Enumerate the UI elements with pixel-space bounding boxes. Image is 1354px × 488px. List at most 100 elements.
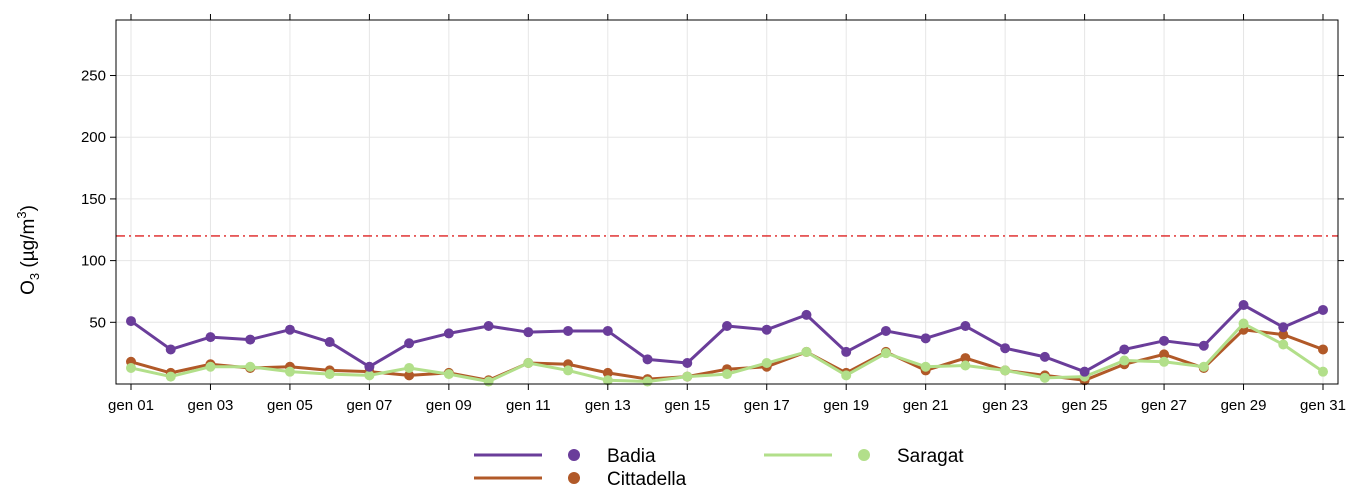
y-tick-label: 200: [81, 129, 106, 146]
data-point-saragat: [682, 371, 693, 382]
data-point-badia: [284, 324, 295, 335]
legend-item-badia: Badia: [474, 446, 656, 467]
legend: Badia Cittadella Saragat: [474, 446, 964, 488]
data-point-badia: [1079, 366, 1090, 377]
data-point-saragat: [722, 369, 732, 380]
y-tick-label: 50: [89, 314, 106, 331]
y-tick-label: 250: [81, 68, 106, 85]
plot-frame: [115, 19, 1339, 385]
data-point-badia: [324, 337, 335, 348]
x-tick-label: gen 21: [903, 397, 949, 414]
data-point-saragat: [483, 376, 494, 387]
x-tick-label: gen 13: [585, 397, 631, 414]
data-point-saragat: [920, 361, 931, 372]
legend-item-cittadella: Cittadella: [474, 469, 687, 488]
x-tick-label: gen 09: [426, 397, 472, 414]
data-point-badia: [364, 361, 375, 372]
data-point-saragat: [642, 376, 653, 387]
data-point-badia: [165, 344, 176, 355]
data-point-saragat: [602, 375, 613, 386]
data-point-saragat: [404, 362, 415, 373]
data-point-badia: [1278, 322, 1289, 333]
x-tick-label: gen 29: [1221, 397, 1267, 414]
data-point-badia: [126, 316, 136, 327]
data-point-saragat: [1119, 355, 1130, 366]
data-point-badia: [483, 321, 494, 332]
data-point-badia: [404, 338, 415, 349]
data-point-badia: [841, 346, 852, 357]
data-point-badia: [602, 325, 613, 336]
data-point-saragat: [801, 346, 812, 357]
data-point-badia: [205, 332, 216, 343]
x-tick-label: gen 11: [506, 397, 551, 414]
x-tick-label: gen 23: [982, 397, 1028, 414]
data-point-badia: [801, 309, 812, 320]
data-point-saragat: [880, 348, 891, 359]
data-point-cittadella: [960, 353, 971, 364]
data-point-saragat: [1198, 361, 1209, 372]
data-point-saragat: [563, 365, 574, 376]
legend-marker: [568, 449, 580, 461]
data-point-badia: [920, 333, 931, 344]
data-point-saragat: [1278, 339, 1289, 350]
data-point-saragat: [841, 370, 852, 381]
x-tick-label: gen 17: [744, 397, 790, 414]
data-point-saragat: [165, 371, 176, 382]
data-point-saragat: [1238, 318, 1249, 329]
x-tick-label: gen 01: [108, 397, 154, 414]
data-point-badia: [682, 358, 693, 369]
data-point-saragat: [364, 370, 375, 381]
data-point-cittadella: [404, 370, 415, 381]
data-point-badia: [880, 325, 891, 336]
x-tick-label: gen 19: [823, 397, 869, 414]
y-axis-title: O3 (µg/m3): [14, 205, 42, 295]
data-point-cittadella: [602, 367, 613, 378]
legend-item-saragat: Saragat: [764, 446, 964, 467]
data-point-badia: [1238, 300, 1249, 311]
y-axis: 50 100 150 200 250: [81, 68, 1344, 331]
x-tick-label: gen 05: [267, 397, 313, 414]
data-point-badia: [722, 321, 732, 332]
data-point-saragat: [1159, 356, 1170, 367]
data-point-cittadella: [1278, 329, 1289, 340]
data-point-badia: [1318, 304, 1328, 315]
data-point-saragat: [960, 360, 971, 371]
data-point-saragat: [126, 362, 136, 373]
data-point-saragat: [205, 361, 216, 372]
legend-label: Cittadella: [607, 469, 687, 488]
data-point-badia: [1159, 335, 1170, 346]
x-axis: gen 01 gen 03 gen 05 gen 07 gen 09 gen 11 gen …: [108, 14, 1346, 414]
data-point-saragat: [443, 369, 454, 380]
x-tick-label: gen 03: [188, 397, 234, 414]
y-tick-label: 100: [81, 253, 106, 270]
x-tick-label: gen 31: [1300, 397, 1346, 414]
data-point-badia: [563, 325, 574, 336]
data-point-badia: [1000, 343, 1011, 354]
data-point-saragat: [1000, 365, 1011, 376]
y-tick-label: 150: [81, 191, 106, 208]
data-point-badia: [1198, 340, 1209, 351]
data-point-cittadella: [1159, 349, 1170, 360]
data-point-saragat: [324, 369, 335, 380]
data-point-badia: [642, 354, 653, 365]
x-tick-label: gen 27: [1141, 397, 1187, 414]
legend-marker: [568, 472, 580, 484]
data-point-saragat: [245, 361, 256, 372]
data-point-saragat: [284, 366, 295, 377]
data-point-badia: [245, 334, 256, 345]
data-point-badia: [960, 321, 971, 332]
data-point-saragat: [523, 358, 534, 369]
data-point-saragat: [761, 358, 772, 369]
x-tick-label: gen 25: [1062, 397, 1108, 414]
data-point-saragat: [1318, 366, 1328, 377]
data-point-saragat: [1039, 372, 1050, 383]
series-layer: [126, 300, 1328, 387]
data-point-badia: [1119, 344, 1130, 355]
data-point-badia: [761, 324, 772, 335]
legend-marker: [858, 449, 870, 461]
x-tick-label: gen 07: [346, 397, 392, 414]
x-tick-label: gen 15: [664, 397, 710, 414]
data-point-cittadella: [1318, 344, 1328, 355]
data-point-badia: [523, 327, 534, 338]
